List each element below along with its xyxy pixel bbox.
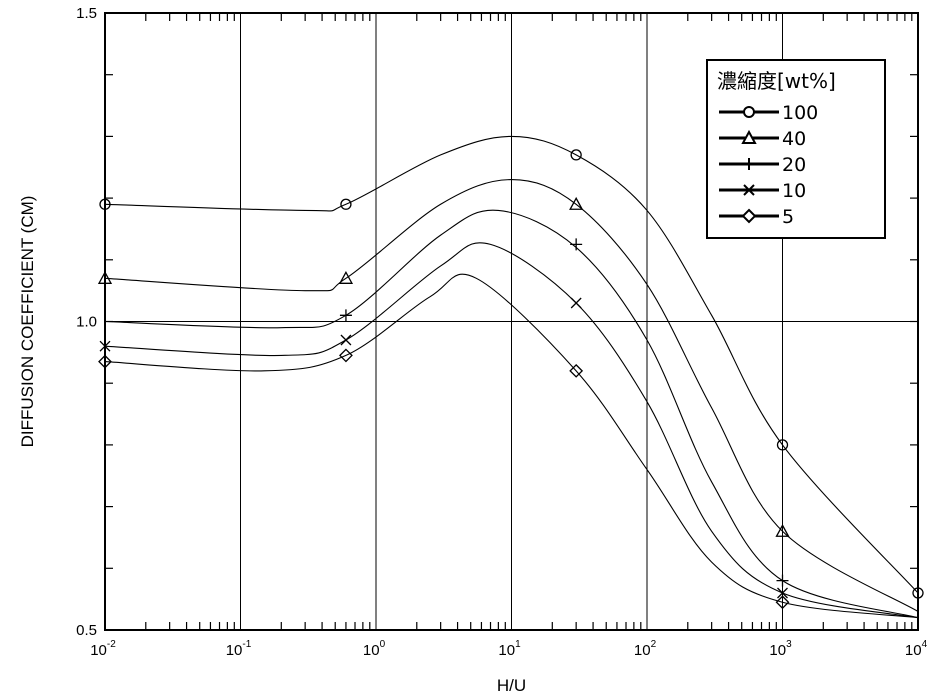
legend-label: 5 <box>782 206 794 228</box>
series-line <box>104 179 919 612</box>
legend-label: 100 <box>782 102 818 124</box>
series-10 <box>99 242 919 619</box>
legend-item: 20 <box>719 154 806 176</box>
legend-item: 5 <box>719 206 794 228</box>
legend-marker <box>743 184 755 196</box>
series-marker <box>340 198 352 210</box>
plot-frame <box>104 12 919 631</box>
series-marker <box>776 574 789 587</box>
series-line <box>104 242 919 619</box>
x-tick-label: 100 <box>363 639 386 659</box>
legend-title: 濃縮度[wt%] <box>717 69 836 93</box>
series-100 <box>99 135 924 599</box>
series-marker <box>339 309 352 322</box>
series-marker <box>775 523 790 537</box>
legend-item: 100 <box>719 102 818 124</box>
series-marker <box>339 348 353 363</box>
series-5 <box>98 273 919 619</box>
series-40 <box>97 179 919 612</box>
legend: 濃縮度[wt%] 100 40 20 10 5 <box>706 59 886 239</box>
legend-marker <box>741 208 757 224</box>
legend-box <box>706 59 886 239</box>
series-marker <box>338 270 354 284</box>
minor-ticks <box>105 13 918 630</box>
y-tick-label: 0.5 <box>76 622 97 639</box>
x-tick-label: 104 <box>905 639 928 659</box>
series-layer <box>97 135 924 619</box>
legend-marker <box>743 106 755 118</box>
x-axis-title: H/U <box>497 676 526 695</box>
series-marker <box>569 363 584 378</box>
x-tick-label: 10-1 <box>226 639 252 659</box>
legend-label: 10 <box>782 180 806 202</box>
series-marker <box>570 238 583 251</box>
series-20 <box>104 209 919 619</box>
legend-label: 20 <box>782 154 806 176</box>
legend-item: 10 <box>719 180 806 202</box>
y-tick-labels: 0.5 1.0 1.5 <box>76 5 97 639</box>
series-marker <box>340 334 352 346</box>
x-tick-label: 10-2 <box>90 639 116 659</box>
x-tick-label: 101 <box>498 639 521 659</box>
series-marker <box>570 149 582 161</box>
series-marker <box>570 297 582 309</box>
series-line <box>104 273 919 619</box>
legend-marker <box>741 129 757 144</box>
series-marker <box>775 595 790 610</box>
x-tick-label: 102 <box>634 639 657 659</box>
y-tick-label: 1.0 <box>76 314 97 331</box>
series-line <box>104 209 919 619</box>
y-axis-title: DIFFUSION COEFFICIENT (CM) <box>18 196 37 448</box>
series-line <box>104 135 919 594</box>
legend-marker <box>743 158 755 170</box>
legend-label: 40 <box>782 128 806 150</box>
series-marker <box>776 439 789 451</box>
y-tick-label: 1.5 <box>76 5 97 22</box>
series-marker <box>777 587 788 599</box>
x-tick-label: 103 <box>769 639 792 659</box>
legend-items: 100 40 20 10 5 <box>719 102 818 228</box>
x-tick-labels: 10-2 10-1 100 101 102 103 104 <box>90 639 927 659</box>
series-marker <box>569 196 584 210</box>
legend-item: 40 <box>719 128 806 150</box>
